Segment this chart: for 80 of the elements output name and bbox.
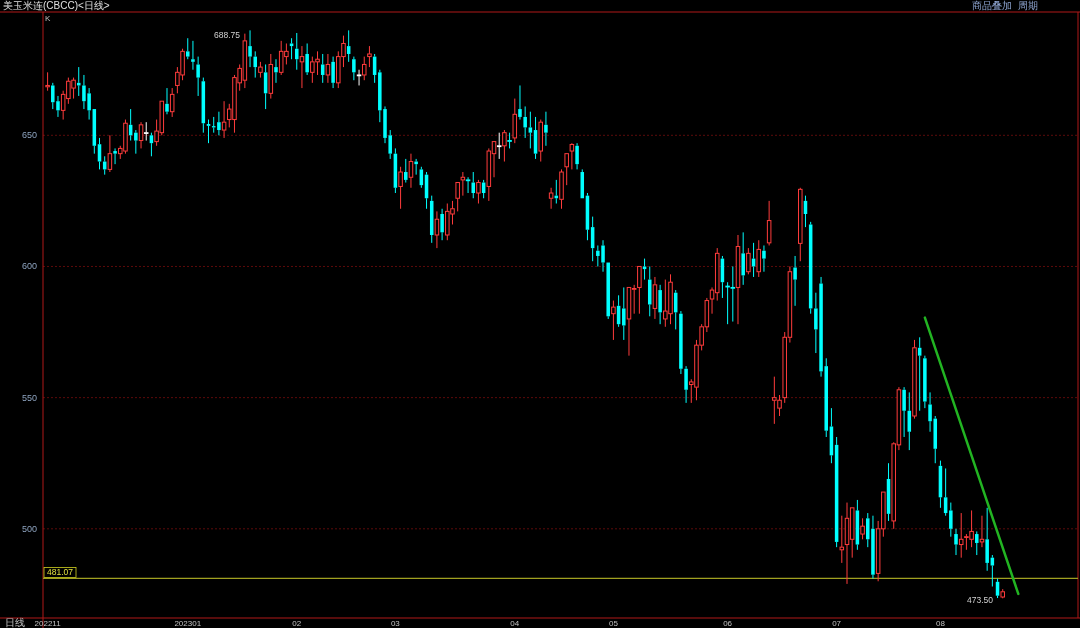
candlestick — [325, 53, 331, 84]
candlestick — [440, 208, 444, 241]
y-tick-label: 500 — [21, 523, 37, 534]
text: 日线 — [5, 617, 25, 628]
y-tick-label: 600 — [21, 261, 37, 272]
candlestick — [248, 29, 252, 68]
x-tick-label: 02 — [292, 619, 302, 628]
candlestick — [352, 56, 356, 81]
candlestick — [404, 158, 408, 184]
x-tick-label: 03 — [390, 619, 401, 628]
candlestick — [923, 355, 927, 409]
candlestick — [295, 32, 299, 71]
x-tick-label: 08 — [935, 619, 946, 628]
candlestick — [714, 247, 720, 302]
candlestick — [975, 530, 979, 556]
annotation: 473.50 — [967, 595, 994, 605]
candlestick — [107, 134, 113, 173]
candlestick — [289, 37, 294, 60]
candlestick — [434, 210, 440, 249]
x-tick-label: 05 — [608, 619, 619, 628]
candlestick — [253, 50, 257, 79]
candlestick — [169, 87, 175, 118]
candlestick — [206, 119, 211, 144]
x-tick-label: 04 — [510, 619, 520, 628]
candlestick — [305, 42, 309, 76]
y-tick-label: 650 — [21, 130, 37, 141]
candlestick — [455, 182, 460, 212]
candlestick — [902, 386, 906, 438]
ref-line-label: 481.07 — [47, 567, 74, 578]
candlestick — [762, 244, 766, 273]
candlestick — [658, 284, 662, 325]
candlestick — [134, 129, 138, 155]
candlestick — [518, 84, 522, 121]
candlestick — [528, 111, 533, 149]
candlestick — [221, 100, 227, 139]
candlestick — [684, 365, 688, 404]
candlestick — [839, 515, 845, 564]
annotation: K — [45, 14, 51, 23]
candlestick — [569, 143, 575, 170]
candlestick — [217, 111, 221, 136]
candlestick — [575, 142, 579, 170]
candlestick — [979, 515, 985, 548]
candlestick — [793, 255, 797, 307]
candlestick — [756, 239, 762, 278]
candlestick — [268, 53, 274, 100]
candlestick — [274, 58, 278, 84]
candlestick — [606, 262, 610, 320]
candlestick — [408, 153, 414, 189]
candlestick — [647, 265, 652, 317]
candlestick — [471, 171, 476, 199]
x-tick-label: 06 — [723, 619, 733, 628]
candlestick — [958, 512, 964, 559]
y-tick-label: 550 — [21, 392, 37, 403]
candlestick — [741, 231, 745, 286]
candlestick — [679, 310, 683, 375]
text: 商品叠加 — [972, 0, 1012, 11]
candlestick — [523, 105, 527, 139]
candlestick — [580, 168, 585, 199]
annotation: 688.75 — [214, 30, 241, 40]
candlestick — [637, 265, 642, 315]
candlestick — [622, 286, 626, 341]
candlestick — [544, 111, 548, 147]
candlestick — [548, 187, 554, 210]
text: 周期 — [1018, 0, 1038, 11]
candlestick — [196, 56, 200, 97]
candlestick — [331, 56, 335, 89]
candlestick — [191, 40, 195, 71]
x-tick-label: 202301 — [174, 619, 202, 628]
candlestick — [113, 147, 117, 165]
candlestick — [564, 153, 569, 186]
candlestick — [165, 87, 169, 115]
candlestick — [652, 276, 658, 320]
chart-title: 美玉米连(CBCC)<日线> — [3, 0, 110, 11]
x-tick-label: 07 — [832, 619, 842, 628]
candlestick — [45, 71, 50, 92]
x-tick-label: 202211 — [34, 619, 62, 628]
candlestick — [460, 171, 466, 197]
candlestick — [985, 507, 989, 572]
candlestick — [954, 528, 958, 556]
candlestick — [849, 507, 855, 559]
